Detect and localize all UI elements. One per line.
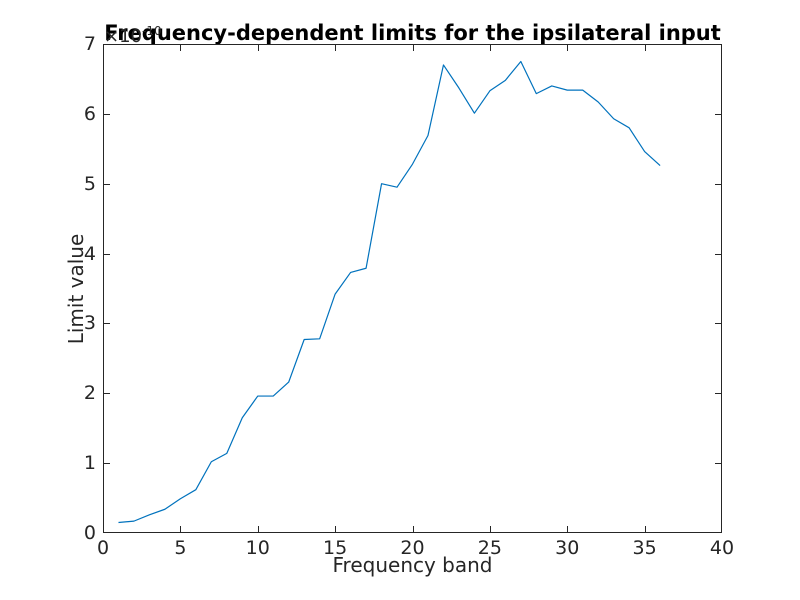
axes-svg xyxy=(103,44,722,533)
y-tick-label: 2 xyxy=(83,382,96,405)
y-axis-multiplier-base: ×10 xyxy=(104,26,142,47)
y-tick-label: 6 xyxy=(83,102,96,125)
x-axis-label: Frequency band xyxy=(332,553,493,577)
plot-area xyxy=(103,44,722,533)
x-tick-label: 10 xyxy=(245,537,270,559)
data-line xyxy=(118,60,661,524)
y-axis-multiplier: ×10-10 xyxy=(104,24,162,47)
x-tick-label: 25 xyxy=(477,537,502,559)
x-tick-label: 5 xyxy=(174,537,187,559)
x-tick-label: 40 xyxy=(709,537,735,559)
y-tick-label: 5 xyxy=(83,172,96,195)
axes-box xyxy=(103,44,722,533)
x-tick-label: 15 xyxy=(323,537,348,559)
x-tick-label: 30 xyxy=(555,537,580,559)
y-tick-label: 3 xyxy=(83,312,96,335)
chart-title: Frequency-dependent limits for the ipsil… xyxy=(104,21,721,45)
y-tick-label: 7 xyxy=(83,33,96,55)
y-tick-label: 4 xyxy=(83,242,96,265)
y-axis-multiplier-exponent: -10 xyxy=(142,24,162,38)
x-tick-label: 0 xyxy=(96,537,110,559)
x-tick-label: 35 xyxy=(632,537,657,559)
y-tick-label: 0 xyxy=(83,522,96,544)
x-tick-label: 20 xyxy=(400,537,425,559)
y-tick-label: 1 xyxy=(83,452,96,475)
